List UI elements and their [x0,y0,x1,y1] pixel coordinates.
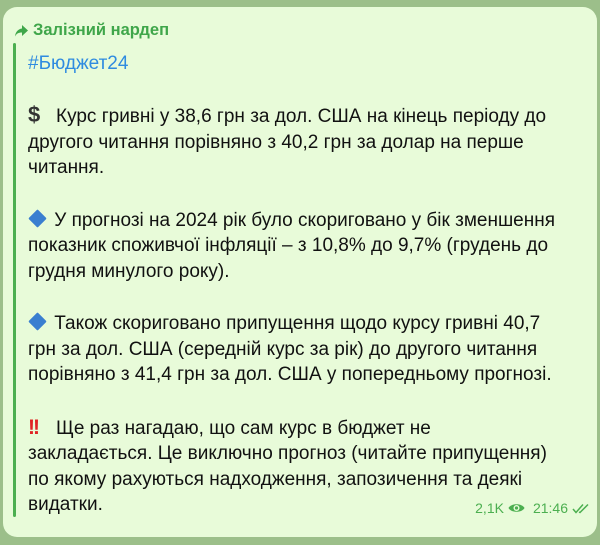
forwarded-header[interactable]: Залізний нардеп [15,21,169,40]
dollar-icon: $ [28,102,41,127]
paragraph-3: Також скориговано припущення щодо курсу … [28,311,555,388]
blue-diamond-icon [28,208,47,228]
hashtag-link[interactable]: #Бюджет24 [28,53,129,74]
text-line: грудня минулого року). [28,260,230,282]
text-line: Курс гривні у 38,6 грн за дол. США на кі… [56,106,547,127]
text-line: закладається. Це виключно прогноз (читай… [28,443,547,464]
text-line: Ще раз нагадаю, що сам курс в бюджет не [56,417,431,439]
text-line: видатки. [28,494,103,515]
message-meta: 2,1K 21:46 [475,500,590,516]
blue-diamond-icon [28,312,47,331]
text-line: читання. [28,157,105,178]
text-line: У прогнозі на 2024 рік було скориговано … [54,209,556,231]
message-time: 21:46 [532,500,568,516]
forwarded-from-name: Залізний нардеп [33,21,170,39]
text-line: порівняно з 41,4 грн за дол. США у попер… [28,364,552,385]
paragraph-4: !! Ще раз нагадаю, що сам курс в бюджет н… [28,415,555,518]
message-text: #Бюджет24 $ Курс гривні у 38,6 грн за дол… [28,51,555,545]
view-count: 2,1K [475,500,504,516]
text-line: по якому рахуються надходження, запозиче… [28,468,523,490]
double-check-icon [572,503,589,514]
text-line: грн за дол. США (середній курс за рік) д… [28,338,538,360]
double-exclamation-icon: !! [28,415,40,439]
text-line: Також скориговано припущення щодо курсу … [54,313,541,334]
paragraph-1: $ Курс гривні у 38,6 грн за дол. США на к… [28,102,555,181]
eye-icon [508,504,525,512]
text-line: показник споживчої інфляції – з 10,8% до… [28,235,549,256]
paragraph-2: У прогнозі на 2024 рік було скориговано … [28,208,555,285]
message-bubble: Залізний нардеп #Бюджет24 $ Курс гривні у… [3,7,597,537]
forward-arrow-icon [15,24,28,36]
text-line: другого читання порівняно з 40,2 грн за … [28,131,524,153]
quote-bar [13,43,16,517]
